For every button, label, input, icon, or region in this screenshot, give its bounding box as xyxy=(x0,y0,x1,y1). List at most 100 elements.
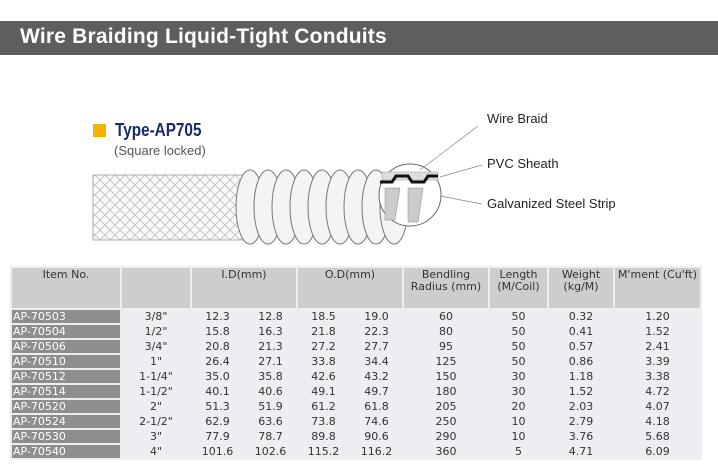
cell-id-max: 40.6 xyxy=(258,385,283,398)
header-weight: Weight (kg/M) xyxy=(549,268,613,308)
header-size xyxy=(122,268,190,308)
cell-bending-radius: 95 xyxy=(439,340,453,353)
cell-od-min: 49.1 xyxy=(311,385,336,398)
cell-size: 1/2" xyxy=(144,325,168,338)
cell-item-no: AP-70506 xyxy=(12,340,120,353)
header-length: Length (M/Coil) xyxy=(490,268,547,308)
cell-od-min: 115.2 xyxy=(307,445,340,458)
callout-pvc-sheath: PVC Sheath xyxy=(487,156,559,171)
cell-weight: 0.57 xyxy=(568,340,594,353)
cell-item-no: AP-70524 xyxy=(12,415,120,428)
cell-od-min: 18.5 xyxy=(311,310,336,323)
callout-galvanized-steel-strip: Galvanized Steel Strip xyxy=(487,196,616,211)
cell-od-min: 27.2 xyxy=(311,340,336,353)
cell-id-min: 15.8 xyxy=(205,325,230,338)
cell-length: 50 xyxy=(511,340,526,353)
header-moment: M'ment (Cu'ft) xyxy=(615,268,700,308)
header-bending-radius: Bendling Radius (mm) xyxy=(404,268,488,308)
cell-item-no: AP-70520 xyxy=(12,400,120,413)
cell-weight: 4.71 xyxy=(568,445,594,458)
cell-od-max: 116.2 xyxy=(360,445,393,458)
cell-item-no: AP-70530 xyxy=(12,430,120,443)
cell-moment: 3.38 xyxy=(645,370,670,383)
cell-weight: 1.52 xyxy=(568,385,594,398)
cell-od-max: 43.2 xyxy=(364,370,389,383)
header-id: I.D(mm) xyxy=(192,268,296,308)
cell-id-min: 101.6 xyxy=(201,445,234,458)
cell-size: 1-1/4" xyxy=(139,370,173,383)
cell-weight: 1.18 xyxy=(568,370,594,383)
cell-moment: 3.39 xyxy=(645,355,670,368)
cell-length: 30 xyxy=(511,385,526,398)
cell-item-no: AP-70540 xyxy=(12,445,120,458)
cell-od-max: 49.7 xyxy=(364,385,389,398)
cell-length: 10 xyxy=(511,415,526,428)
cell-item-no: AP-70510 xyxy=(12,355,120,368)
cell-moment: 4.07 xyxy=(645,400,670,413)
cell-size: 2" xyxy=(149,400,163,413)
cell-id-max: 102.6 xyxy=(254,445,287,458)
cell-od-max: 90.6 xyxy=(364,430,389,443)
cell-length: 10 xyxy=(511,430,526,443)
conduit-diagram xyxy=(92,125,483,245)
table-row: AP-70503 3/8" 12.3 12.8 18.5 19.0 60 50 0.32 1.20 xyxy=(12,310,700,323)
table-row: AP-70514 1-1/2" 40.1 40.6 49.1 49.7 180 30 1.52 4… xyxy=(12,385,700,398)
table-row: AP-70520 2" 51.3 51.9 61.2 61.8 205 20 2.03 4.07 xyxy=(12,400,700,413)
cell-od-min: 61.2 xyxy=(311,400,336,413)
cell-item-no: AP-70504 xyxy=(12,325,120,338)
cell-size: 1-1/2" xyxy=(139,385,173,398)
cell-id-min: 20.8 xyxy=(205,340,230,353)
cell-size: 3/8" xyxy=(144,310,168,323)
cell-item-no: AP-70503 xyxy=(12,310,120,323)
cell-weight: 3.76 xyxy=(568,430,594,443)
cell-moment: 1.20 xyxy=(645,310,670,323)
cell-od-min: 89.8 xyxy=(311,430,336,443)
cell-id-max: 21.3 xyxy=(258,340,283,353)
cell-bending-radius: 150 xyxy=(435,370,457,383)
cell-weight: 2.03 xyxy=(568,400,594,413)
cell-od-min: 73.8 xyxy=(311,415,336,428)
cell-size: 2-1/2" xyxy=(139,415,173,428)
cell-id-min: 51.3 xyxy=(205,400,230,413)
cell-id-max: 12.8 xyxy=(258,310,283,323)
cell-weight: 2.79 xyxy=(568,415,594,428)
cell-bending-radius: 205 xyxy=(435,400,457,413)
cell-length: 50 xyxy=(511,310,526,323)
cell-length: 20 xyxy=(511,400,526,413)
cell-od-max: 27.7 xyxy=(364,340,389,353)
cell-bending-radius: 250 xyxy=(435,415,457,428)
cell-id-max: 78.7 xyxy=(258,430,283,443)
cell-id-min: 62.9 xyxy=(205,415,230,428)
cell-moment: 4.18 xyxy=(645,415,670,428)
cell-bending-radius: 360 xyxy=(435,445,457,458)
cell-moment: 5.68 xyxy=(645,430,670,443)
cell-id-max: 16.3 xyxy=(258,325,283,338)
cell-od-max: 34.4 xyxy=(364,355,389,368)
cell-length: 50 xyxy=(511,325,526,338)
cell-item-no: AP-70514 xyxy=(12,385,120,398)
header-od: O.D(mm) xyxy=(298,268,402,308)
cell-od-min: 42.6 xyxy=(311,370,336,383)
product-type-label: Type-AP705 xyxy=(115,120,202,140)
cell-od-max: 74.6 xyxy=(364,415,389,428)
cell-id-max: 51.9 xyxy=(258,400,283,413)
cell-weight: 0.32 xyxy=(568,310,594,323)
cell-weight: 0.41 xyxy=(568,325,594,338)
cell-id-min: 26.4 xyxy=(205,355,230,368)
cell-moment: 1.52 xyxy=(645,325,670,338)
cell-od-max: 61.8 xyxy=(364,400,389,413)
cell-id-max: 27.1 xyxy=(258,355,283,368)
table-row: AP-70506 3/4" 20.8 21.3 27.2 27.7 95 50 0.57 2.41 xyxy=(12,340,700,353)
table-row: AP-70524 2-1/2" 62.9 63.6 73.8 74.6 250 10 2.79 4… xyxy=(12,415,700,428)
product-type-heading: Type-AP705 xyxy=(93,120,217,141)
table-header-row: Item No. I.D(mm) O.D(mm) Bendling Radius… xyxy=(12,268,700,308)
cell-id-min: 35.0 xyxy=(205,370,230,383)
cell-size: 4" xyxy=(149,445,163,458)
cell-id-min: 12.3 xyxy=(205,310,230,323)
cell-item-no: AP-70512 xyxy=(12,370,120,383)
cell-size: 1" xyxy=(149,355,163,368)
cell-bending-radius: 80 xyxy=(439,325,453,338)
cell-bending-radius: 180 xyxy=(435,385,457,398)
cell-id-min: 40.1 xyxy=(205,385,230,398)
cell-length: 30 xyxy=(511,370,526,383)
